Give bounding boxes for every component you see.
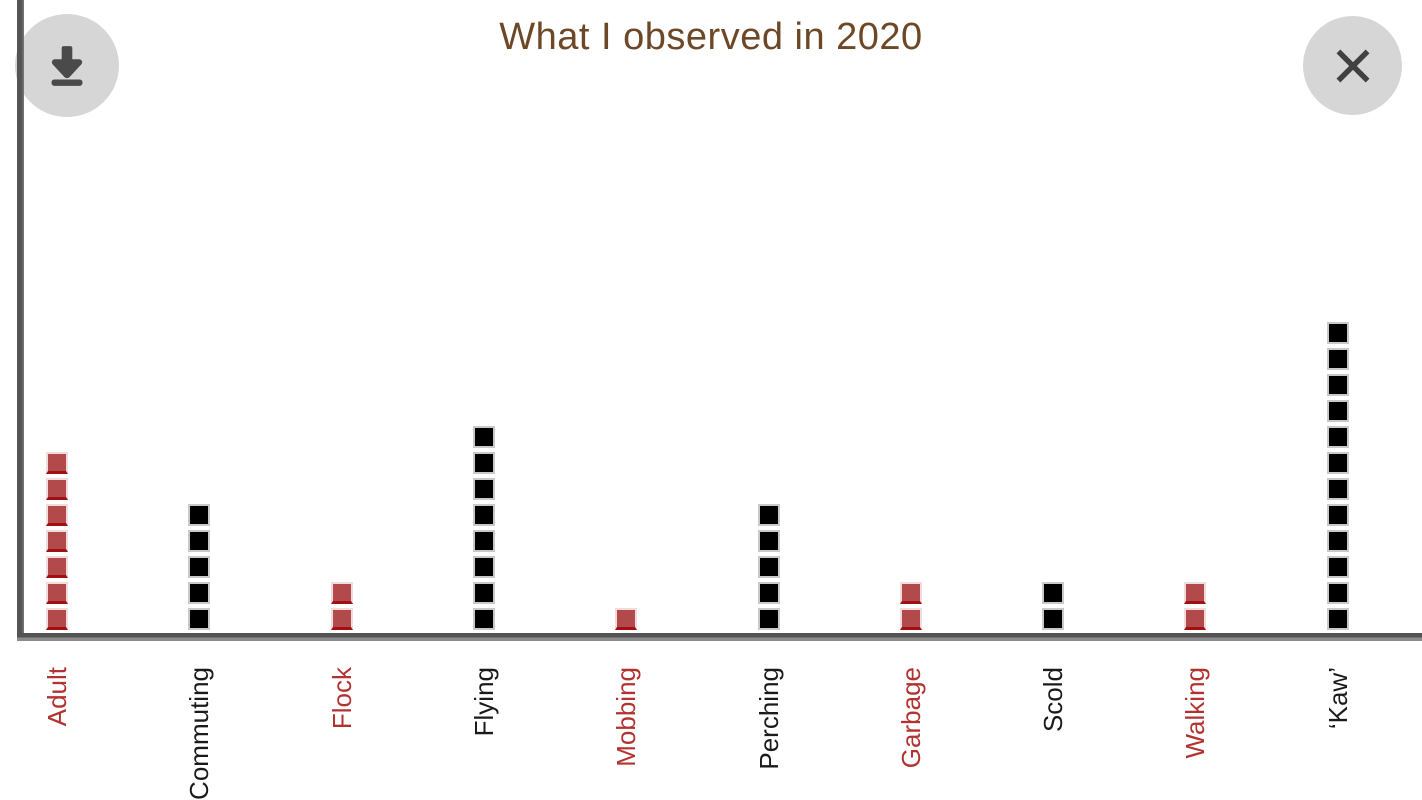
unit-square bbox=[46, 478, 68, 500]
unit-column-2 bbox=[330, 582, 353, 630]
unit-square bbox=[188, 608, 211, 630]
unit-square bbox=[46, 556, 68, 578]
unit-square bbox=[757, 582, 780, 604]
x-axis-label-0: Adult bbox=[42, 667, 72, 727]
unit-square bbox=[472, 608, 495, 630]
unit-square bbox=[472, 478, 495, 500]
chart-title: What I observed in 2020 bbox=[499, 16, 923, 58]
unit-square bbox=[46, 530, 68, 552]
unit-square bbox=[1326, 374, 1349, 396]
unit-column-3 bbox=[472, 426, 495, 630]
unit-square bbox=[188, 530, 211, 552]
unit-square bbox=[1326, 452, 1349, 474]
download-button[interactable] bbox=[15, 14, 119, 117]
unit-square bbox=[1326, 504, 1349, 526]
x-axis-label-1: Commuting bbox=[184, 667, 215, 800]
unit-square bbox=[188, 504, 211, 526]
unit-square bbox=[757, 504, 780, 526]
unit-square bbox=[1042, 608, 1065, 630]
unit-square bbox=[1326, 322, 1349, 344]
close-icon bbox=[1336, 49, 1369, 82]
unit-square bbox=[1042, 582, 1065, 604]
unit-square bbox=[1326, 530, 1349, 552]
unit-square bbox=[757, 530, 780, 552]
close-button[interactable] bbox=[1303, 16, 1402, 115]
unit-square bbox=[188, 556, 211, 578]
unit-square bbox=[46, 582, 68, 604]
unit-column-5 bbox=[757, 504, 780, 630]
unit-column-1 bbox=[188, 504, 211, 630]
unit-square bbox=[1184, 582, 1207, 604]
unit-square bbox=[472, 504, 495, 526]
x-axis-label-7: Scold bbox=[1038, 667, 1069, 733]
x-axis-line bbox=[17, 633, 1422, 641]
x-axis-label-6: Garbage bbox=[895, 667, 926, 769]
download-icon bbox=[51, 45, 83, 86]
unit-column-6 bbox=[899, 582, 922, 630]
unit-square bbox=[757, 608, 780, 630]
unit-column-4 bbox=[615, 608, 638, 630]
unit-square bbox=[899, 608, 922, 630]
unit-square bbox=[472, 582, 495, 604]
x-axis-label-4: Mobbing bbox=[611, 667, 642, 767]
unit-square bbox=[899, 582, 922, 604]
unit-square bbox=[1184, 608, 1207, 630]
unit-square bbox=[46, 608, 68, 630]
unit-square bbox=[1326, 556, 1349, 578]
unit-square bbox=[1326, 608, 1349, 630]
unit-square bbox=[1326, 400, 1349, 422]
unit-square bbox=[472, 426, 495, 448]
x-axis-label-5: Perching bbox=[753, 667, 784, 770]
unit-column-0 bbox=[46, 452, 68, 630]
unit-square bbox=[472, 556, 495, 578]
unit-square bbox=[1326, 582, 1349, 604]
x-axis-label-8: Walking bbox=[1180, 667, 1211, 759]
unit-square bbox=[1326, 348, 1349, 370]
unit-square bbox=[757, 556, 780, 578]
unit-square bbox=[1326, 426, 1349, 448]
unit-square bbox=[330, 582, 353, 604]
unit-square bbox=[615, 608, 638, 630]
unit-square bbox=[1326, 478, 1349, 500]
unit-square bbox=[46, 452, 68, 474]
unit-column-7 bbox=[1042, 582, 1065, 630]
unit-column-9 bbox=[1326, 322, 1349, 630]
unit-square bbox=[472, 452, 495, 474]
x-axis-label-2: Flock bbox=[326, 667, 357, 730]
unit-square bbox=[472, 530, 495, 552]
x-axis-label-3: Flying bbox=[468, 667, 499, 737]
unit-column-8 bbox=[1184, 582, 1207, 630]
x-axis-label-9: ‘Kaw’ bbox=[1322, 667, 1353, 730]
unit-square bbox=[46, 504, 68, 526]
unit-square bbox=[330, 608, 353, 630]
unit-square bbox=[188, 582, 211, 604]
y-axis-line bbox=[17, 0, 24, 641]
